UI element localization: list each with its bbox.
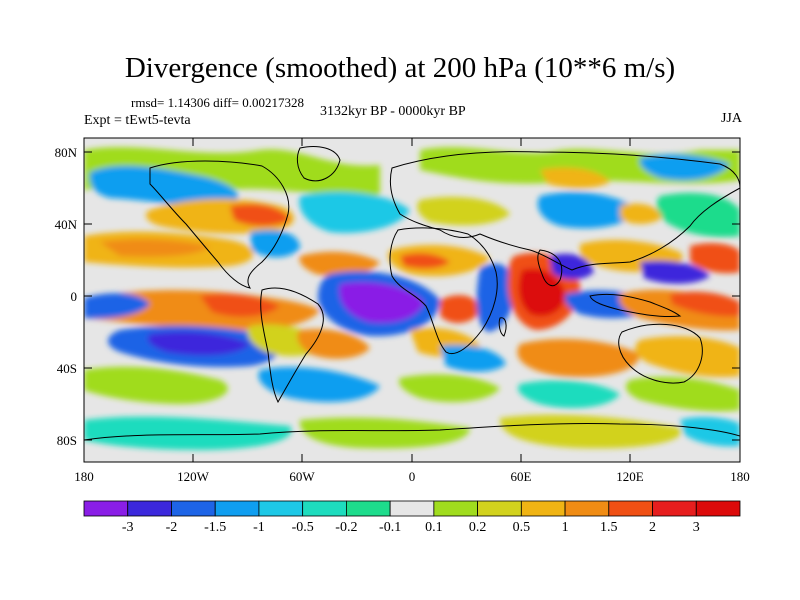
colorbar-swatch [83, 500, 129, 517]
field-region [100, 239, 210, 257]
colorbar-label: 0.1 [425, 520, 443, 535]
lon-label-0: 0 [408, 469, 416, 484]
field-region [517, 339, 640, 378]
field-region [147, 331, 250, 356]
field-region [518, 268, 566, 317]
field-region [84, 366, 228, 404]
field-region [299, 251, 380, 277]
colorbar-label: 0.2 [468, 520, 487, 535]
colorbar-swatch [652, 500, 697, 517]
lat-label-40n: 40N [54, 217, 77, 232]
colorbar-label: -2 [165, 520, 178, 535]
lon-label-180e: 180 [730, 469, 750, 484]
field-region [89, 165, 239, 206]
colorbar-swatch [477, 500, 522, 517]
colorbar-swatch [433, 500, 479, 517]
field-region [84, 416, 292, 450]
coast-north-america [149, 160, 290, 289]
field-region [690, 243, 740, 274]
coast-indonesia [589, 293, 682, 317]
field-region [258, 367, 380, 402]
field-region [499, 414, 682, 449]
colorbar-label: -0.5 [291, 520, 314, 535]
lon-label-120e: 120E [616, 469, 644, 484]
colorbar-label: -0.2 [335, 520, 358, 535]
field-region [400, 253, 450, 269]
field-region [417, 196, 510, 226]
colorbar-label: 1 [561, 520, 569, 535]
field-region [620, 203, 662, 224]
colorbar-swatch [214, 500, 260, 517]
colorbar-label: -3 [121, 520, 134, 535]
colorbar-label: -0.1 [379, 520, 402, 535]
lat-label-40s: 40S [56, 361, 77, 376]
lon-ticks [83, 138, 741, 462]
field-region [550, 253, 594, 280]
period-label: 3132kyr BP - 0000kyr BP [320, 104, 466, 119]
field-region [537, 191, 640, 229]
experiment-label: Expt = tEwt5-tevta [84, 113, 191, 128]
field-region [640, 260, 710, 284]
lat-label-0: 0 [70, 289, 78, 304]
coast-antarctica [84, 422, 740, 441]
field-region [540, 167, 610, 189]
season-label: JJA [720, 111, 742, 126]
coast-india [537, 249, 563, 287]
colorbar-label: -1.5 [204, 520, 227, 535]
colorbar-label: -1 [253, 520, 265, 535]
field-region [200, 293, 280, 317]
lon-label-120w: 120W [177, 469, 209, 484]
coast-africa [389, 227, 498, 354]
field-region [518, 380, 620, 409]
field-region [339, 282, 424, 324]
colorbar-label: 0.5 [512, 520, 531, 535]
field-region [440, 344, 506, 372]
field-region [440, 295, 480, 324]
field-region [639, 154, 730, 181]
coast-australia [618, 323, 703, 384]
field-region [299, 191, 410, 234]
field-region [84, 293, 150, 319]
colorbar-swatch [564, 500, 610, 517]
coast-south-america [260, 287, 324, 404]
field-region [625, 376, 740, 412]
colorbar-label: 1.5 [600, 520, 618, 535]
colorbar-label: 2 [649, 520, 657, 535]
field-region [299, 417, 470, 449]
colorbar-swatch [171, 500, 216, 517]
coastlines [84, 146, 740, 441]
field-region [656, 192, 740, 238]
colorbar-swatch [258, 500, 304, 517]
lat-label-80s: 80S [56, 433, 77, 448]
field-region [230, 203, 290, 226]
coast-greenland [296, 146, 341, 182]
lon-label-180w: 180 [74, 469, 94, 484]
divergence-field [84, 146, 740, 450]
map-title: Divergence (smoothed) at 200 hPa (10**6 … [124, 52, 676, 84]
lon-label-60w: 60W [289, 469, 315, 484]
colorbar-swatch [345, 500, 391, 517]
lon-label-60e: 60E [510, 469, 532, 484]
lat-label-80n: 80N [54, 145, 77, 160]
colorbar-swatch [389, 500, 435, 517]
colorbar-swatch [520, 500, 566, 517]
colorbar-label: 3 [692, 520, 700, 535]
field-region [250, 229, 300, 258]
field-region [635, 336, 740, 378]
colorbar-swatch [302, 500, 347, 517]
stats-text: rmsd= 1.14306 diff= 0.00217328 [131, 95, 304, 110]
field-region [670, 291, 740, 317]
field-region [398, 374, 500, 403]
colorbar-swatch [695, 500, 741, 517]
lat-ticks [84, 151, 740, 441]
coast-madagascar [498, 317, 507, 337]
field-region [680, 417, 740, 447]
colorbar-swatch [127, 500, 172, 517]
field-region [297, 328, 370, 359]
colorbar-swatch [608, 500, 653, 517]
coast-eurasia [389, 151, 740, 271]
